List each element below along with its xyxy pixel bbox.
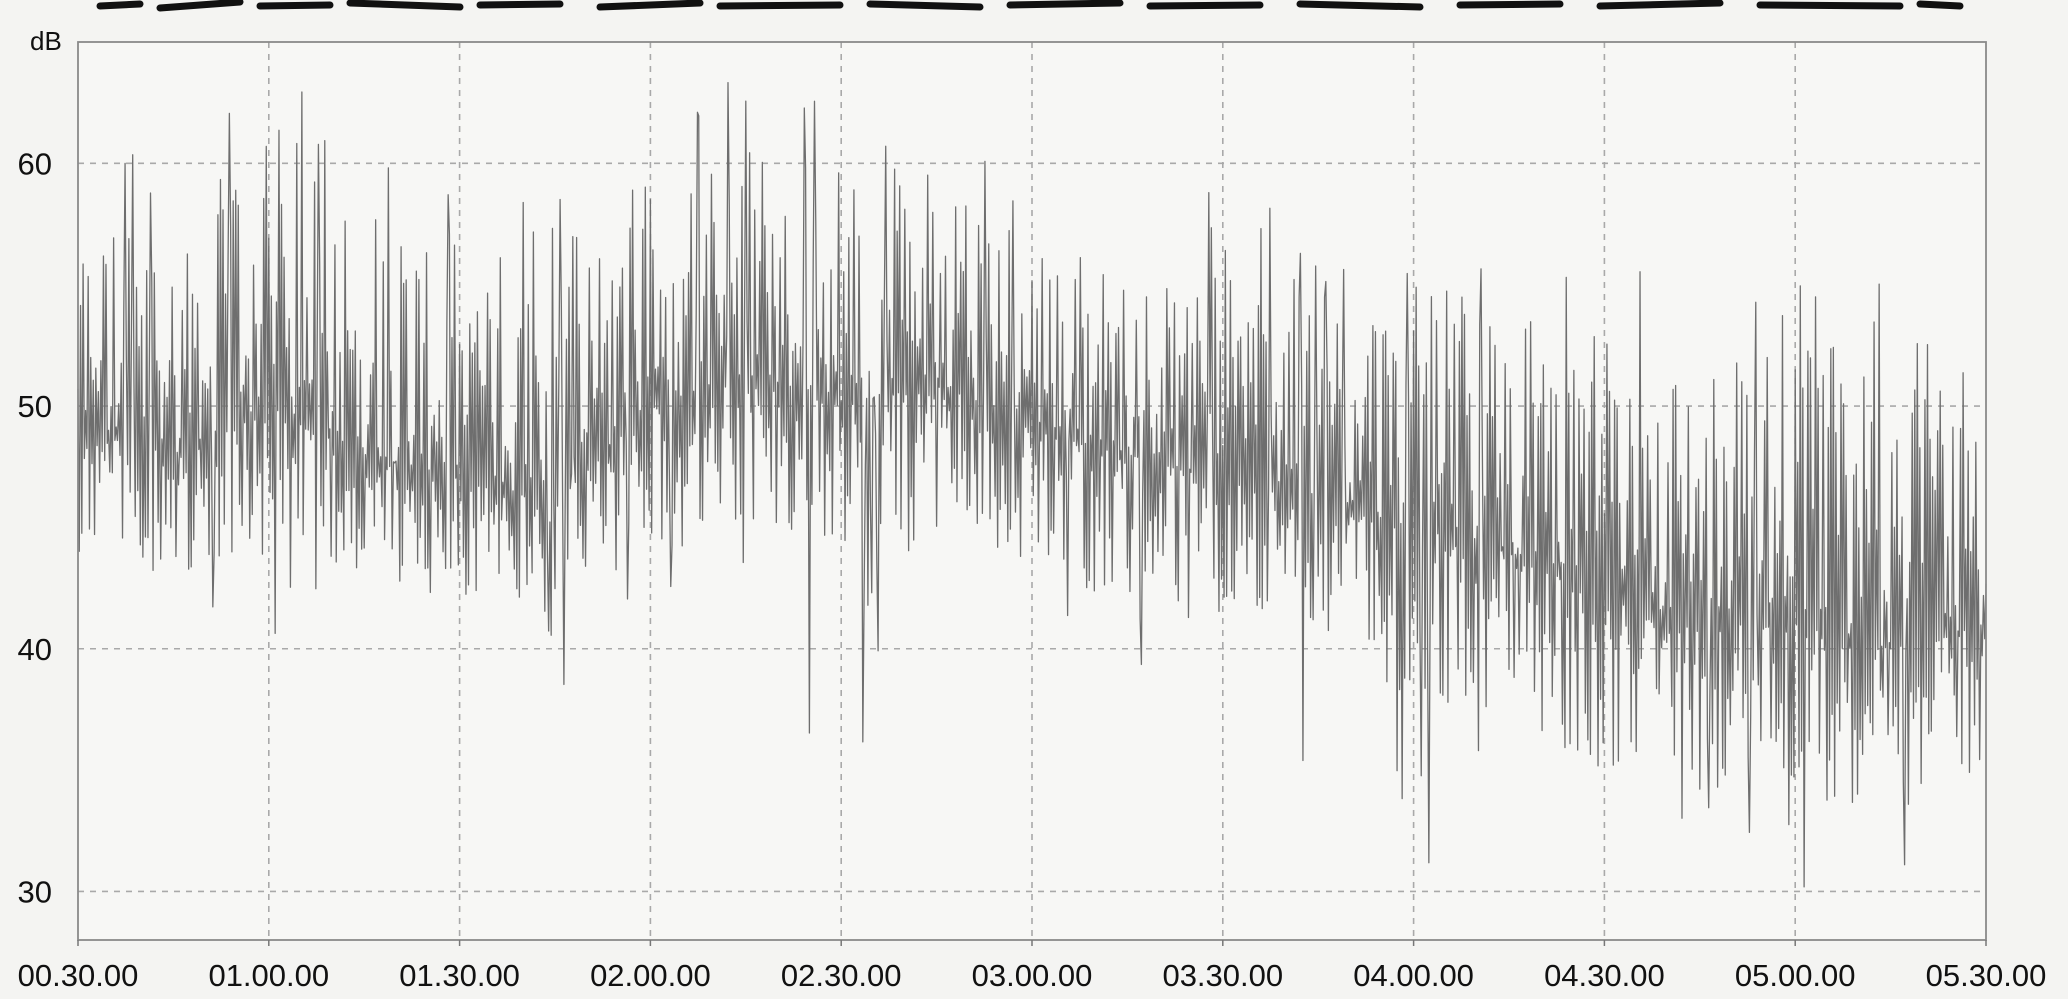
y-tick-label: 30 [18, 874, 52, 909]
noise-level-trace [77, 81, 1987, 888]
x-tick-label: 05.30.00 [1926, 958, 2047, 993]
x-tick-label: 02.00.00 [590, 958, 711, 993]
x-tick-label: 01.30.00 [399, 958, 520, 993]
y-axis-unit-label: dB [30, 26, 62, 56]
x-tick-label: 02.30.00 [781, 958, 902, 993]
x-tick-label: 04.30.00 [1544, 958, 1665, 993]
y-axis-ticks: 30 40 50 60 [18, 146, 52, 909]
y-tick-label: 60 [18, 146, 52, 181]
grid [78, 42, 1986, 940]
x-tick-label: 00.30.00 [18, 958, 139, 993]
x-tick-label: 04.00.00 [1353, 958, 1474, 993]
x-tick-label: 05.00.00 [1735, 958, 1856, 993]
y-tick-label: 50 [18, 389, 52, 424]
x-tick-label: 01.00.00 [208, 958, 329, 993]
x-axis-ticks: 00.30.00 01.00.00 01.30.00 02.00.00 02.30.00… [18, 940, 2047, 993]
cropped-handwritten-title [90, 0, 1970, 18]
x-tick-label: 03.30.00 [1162, 958, 1283, 993]
series-line [77, 81, 1987, 888]
y-tick-label: 40 [18, 632, 52, 667]
x-tick-label: 03.00.00 [972, 958, 1093, 993]
